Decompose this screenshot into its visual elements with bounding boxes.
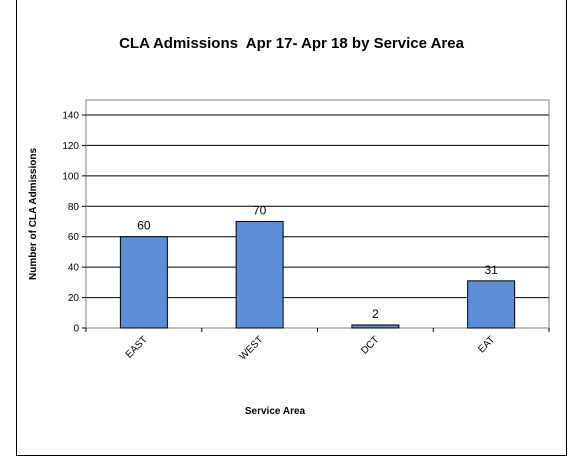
y-tick-label: 20 <box>68 293 80 304</box>
y-tick-label: 40 <box>68 263 80 274</box>
x-tick-label-west: WEST <box>238 334 266 362</box>
bar-dct <box>351 324 400 329</box>
y-tick-label: 140 <box>62 111 79 122</box>
y-tick-label: 100 <box>62 171 79 182</box>
y-axis-title: Number of CLA Admissions <box>28 148 39 280</box>
y-tick-label: 0 <box>73 324 79 335</box>
chart-frame <box>16 0 567 456</box>
x-tick-label-east: EAST <box>124 334 150 360</box>
x-axis-title: Service Area <box>245 406 306 417</box>
y-axis-ticks: 0 20 40 60 80 100 120 140 <box>62 111 86 335</box>
x-tick-label-eat: EAT <box>476 334 497 355</box>
data-label-dct: 2 <box>372 307 379 321</box>
data-labels: 60 70 2 31 <box>137 204 498 321</box>
bars <box>119 221 516 329</box>
x-tick-label-dct: DCT <box>359 334 381 356</box>
chart-title: CLA Admissions Apr 17- Apr 18 by Service… <box>119 35 464 52</box>
y-tick-label: 120 <box>62 141 79 152</box>
x-axis-ticks: EAST WEST DCT EAT <box>85 328 550 363</box>
bar-west <box>235 221 284 329</box>
y-tick-label: 80 <box>68 202 80 213</box>
bar-east <box>119 236 168 329</box>
data-label-east: 60 <box>137 219 151 233</box>
y-tick-label: 60 <box>68 232 80 243</box>
data-label-west: 70 <box>253 204 267 218</box>
data-label-eat: 31 <box>484 263 498 277</box>
bar-eat <box>467 280 516 329</box>
